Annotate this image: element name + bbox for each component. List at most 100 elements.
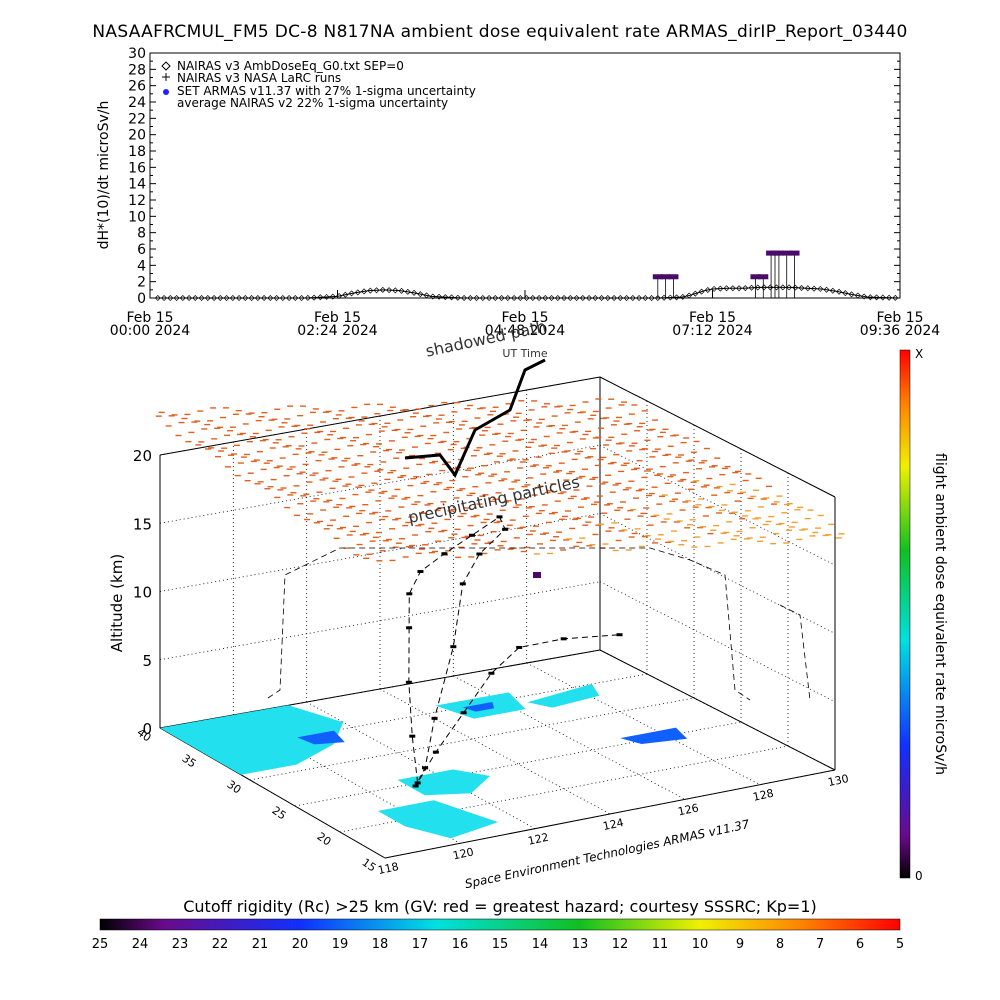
nairas-point	[186, 295, 193, 301]
latitude-tick-label: 15	[360, 856, 379, 875]
longitude-tick-label: 124	[602, 816, 625, 833]
wall-grid-line	[159, 513, 601, 592]
page-title: NASAAFRCMUL_FM5 DC-8 N817NA ambient dose…	[92, 22, 908, 42]
rigidity-colorbar: Cutoff rigidity (Rc) >25 km (GV: red = g…	[92, 897, 904, 952]
diamond-icon	[161, 61, 171, 71]
nairas-point	[667, 294, 674, 301]
nairas-point	[423, 292, 430, 299]
nairas-point	[361, 288, 368, 295]
track-shadow	[267, 547, 751, 701]
nairas-point	[461, 295, 468, 301]
nairas-point	[454, 294, 461, 301]
rigidity-tick-label: 14	[532, 937, 549, 952]
nairas-point	[354, 289, 361, 296]
cutoff-rigidity-map	[160, 684, 688, 839]
colorbar-min-label: 0	[915, 869, 923, 883]
nairas-point	[548, 295, 555, 301]
rigidity-region	[160, 705, 344, 775]
y-tick-label: 22	[128, 111, 146, 127]
floor-grid-line	[526, 662, 761, 786]
nairas-point	[642, 295, 649, 301]
rigidity-tick-label: 8	[776, 937, 784, 952]
nairas-point	[436, 293, 443, 300]
box-edge	[384, 769, 836, 859]
nairas-point	[654, 295, 661, 301]
nairas-point	[479, 295, 486, 301]
nairas-point	[842, 290, 849, 297]
nairas-point	[429, 293, 436, 300]
wall-grid-line	[599, 581, 836, 703]
nairas-point	[242, 295, 249, 301]
nairas-point	[598, 295, 605, 301]
x-tick-label-time: 00:00 2024	[110, 323, 191, 339]
nairas-point	[329, 293, 336, 300]
altitude-axis-label: Altitude (km)	[108, 554, 126, 652]
nairas-point	[573, 295, 580, 301]
x-tick-label-date: Feb 15	[126, 310, 173, 326]
longitude-tick-label: 128	[752, 787, 775, 804]
nairas-point	[786, 284, 793, 291]
floor-grid-line	[204, 673, 648, 755]
nairas-point	[636, 295, 643, 301]
wall-grid-line	[159, 581, 601, 661]
nairas-point	[392, 287, 399, 294]
nairas-point	[367, 287, 374, 294]
precipitating-particles-label: precipitating particles	[406, 472, 581, 527]
latitude-tick-label: 35	[180, 752, 199, 771]
rigidity-tick-label: 19	[332, 937, 349, 952]
track-point	[409, 734, 416, 738]
y-tick-label: 28	[128, 62, 146, 78]
nairas-point	[386, 287, 393, 294]
colorbar-label: flight ambient dose equivalent rate micr…	[932, 453, 948, 775]
longitude-tick-label: 126	[677, 801, 700, 818]
x-tick-label-time: 04:48 2024	[485, 323, 566, 339]
nairas-point	[398, 287, 405, 294]
rigidity-gradient	[99, 918, 901, 931]
nairas-point	[154, 295, 161, 301]
track-shadow	[779, 604, 811, 701]
rigidity-tick-label: 22	[212, 937, 229, 952]
nairas-point	[529, 295, 536, 301]
rigidity-tick-label: 13	[572, 937, 589, 952]
y-tick-label: 24	[128, 95, 146, 111]
nairas-point	[254, 295, 261, 301]
nairas-point	[679, 293, 686, 300]
nairas-point	[823, 286, 830, 293]
track-point	[516, 645, 523, 649]
legend-entry: SET ARMAS v11.37 with 27% 1-sigma uncert…	[177, 84, 476, 98]
nairas-point	[304, 294, 311, 301]
x-tick-label-date: Feb 15	[314, 310, 361, 326]
track-point	[406, 592, 413, 596]
nairas-point	[742, 285, 749, 292]
nairas-point	[273, 295, 280, 301]
legend-entry: NAIRAS v3 NASA LaRC runs	[177, 71, 341, 85]
nairas-point	[892, 294, 899, 301]
nairas-point	[279, 295, 286, 301]
colorbar-max-label: X	[915, 347, 923, 361]
y-tick-label: 18	[128, 144, 146, 160]
x-tick-label-time: 07:12 2024	[672, 323, 753, 339]
altitude-tick-label: 10	[133, 584, 152, 602]
nairas-point	[648, 295, 655, 301]
nairas-point	[692, 290, 699, 297]
rigidity-tick-label: 23	[172, 937, 189, 952]
nairas-point	[817, 285, 824, 292]
y-tick-label: 16	[128, 160, 146, 176]
nairas-point	[473, 295, 480, 301]
track-point	[476, 552, 483, 556]
armas-point	[781, 250, 792, 256]
rigidity-tick-label: 6	[856, 937, 864, 952]
wall-grid-line	[159, 444, 601, 524]
nairas-point	[761, 284, 768, 291]
y-tick-label: 4	[137, 258, 146, 274]
nairas-point	[717, 285, 724, 292]
altitude-tick-label: 15	[133, 515, 152, 533]
longitude-tick-label: 120	[452, 845, 475, 862]
rigidity-tick-label: 10	[692, 937, 709, 952]
dot-icon	[163, 89, 169, 95]
flight-track	[267, 358, 811, 788]
rigidity-tick-label: 9	[736, 937, 744, 952]
